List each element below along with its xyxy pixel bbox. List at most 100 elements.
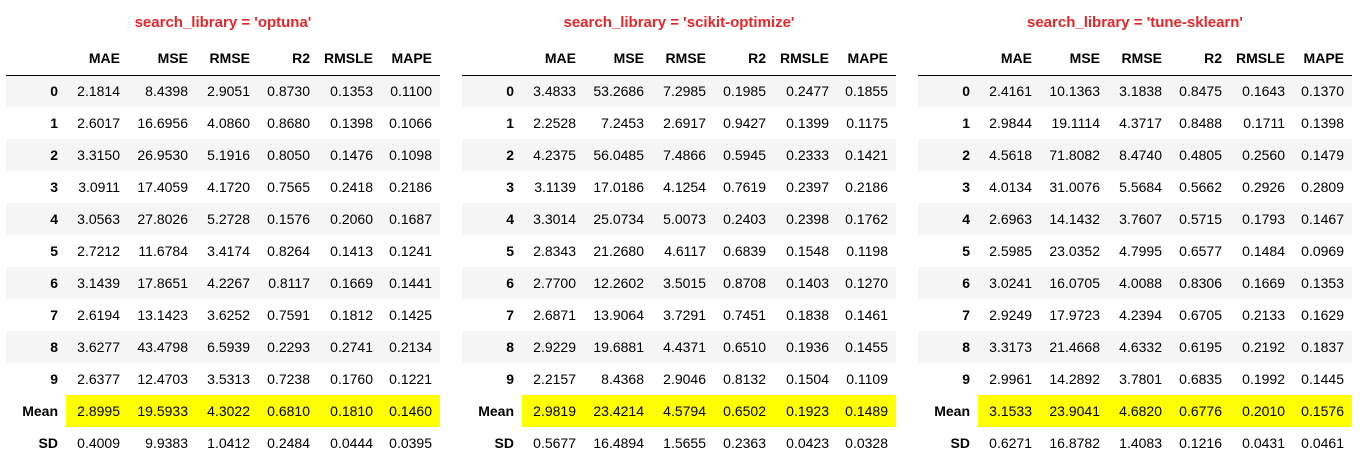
table-cell: 0.1576	[1293, 395, 1352, 427]
table-cell: 0.1461	[845, 307, 888, 323]
table-cell: 3.6277	[77, 339, 120, 355]
table-cell: 3.3173	[989, 339, 1032, 355]
table-cell: 4.6117	[664, 243, 706, 259]
column-header: MAPE	[1293, 42, 1352, 76]
table-cell: 0.2333	[786, 147, 829, 163]
table-cell: 0.1370	[1301, 83, 1344, 100]
table-cell: 0.1353	[330, 83, 373, 100]
table-cell: 5.1916	[207, 147, 250, 163]
table-cell: 3.3150	[77, 147, 120, 163]
column-header: MSE	[584, 42, 652, 76]
table-cell: 0.6835	[1179, 371, 1222, 387]
table-cell: 19.5933	[128, 395, 196, 427]
row-index: 0	[962, 83, 970, 100]
table-cell: 0.1441	[389, 275, 432, 291]
row-index: 9	[50, 371, 58, 387]
table-cell: 0.2293	[267, 339, 310, 355]
table-row: 5 2.7212 11.6784 3.4174 0.8264 0.1413 0.1241	[6, 235, 440, 267]
row-index: 4	[506, 211, 514, 227]
row-index: 8	[962, 339, 970, 355]
table-cell: 4.7995	[1119, 243, 1162, 259]
table-row: 1 2.9844 19.1114 4.3717 0.8488 0.1711 0.1398	[918, 107, 1352, 139]
table-cell: 2.7212	[77, 243, 120, 259]
table-cell: 0.1198	[846, 243, 888, 259]
table-cell: 2.9961	[989, 371, 1032, 387]
row-index: 1	[50, 115, 58, 131]
row-index: 2	[506, 147, 514, 163]
table-cell: 16.8782	[1049, 435, 1100, 451]
table-cell: 3.1838	[1119, 83, 1162, 100]
table-cell: 0.6271	[989, 435, 1032, 451]
table-cell: 2.6194	[77, 307, 120, 323]
table-cell: 0.8050	[267, 147, 310, 163]
table-cell: 0.2477	[786, 83, 829, 100]
table-cell: 0.8132	[723, 371, 766, 387]
table-cell: 6.5939	[207, 339, 250, 355]
table-cell: 0.1175	[846, 115, 888, 131]
table-cell: 0.8264	[267, 243, 310, 259]
column-header: RMSLE	[1230, 42, 1293, 76]
table-row: 1 2.6017 16.6956 4.0860 0.8680 0.1398 0.1066	[6, 107, 440, 139]
table-cell: 0.8708	[723, 275, 766, 291]
table-cell: 0.8306	[1179, 275, 1222, 291]
table-row: 3 4.0134 31.0076 5.5684 0.5662 0.2926 0.2809	[918, 171, 1352, 203]
table-cell: 4.2394	[1119, 307, 1162, 323]
table-cell: 0.1109	[846, 371, 888, 387]
table-cell: 0.5677	[533, 435, 576, 451]
row-index: 6	[506, 275, 514, 291]
table-row: 8 3.3173 21.4668 4.6332 0.6195 0.2192 0.1837	[918, 331, 1352, 363]
table-cell: 0.1762	[845, 211, 888, 227]
row-index: 4	[962, 211, 970, 227]
table-cell: 0.4009	[77, 435, 120, 451]
table-cell: 0.0461	[1301, 435, 1344, 451]
table-row: 0 3.4833 53.2686 7.2985 0.1985 0.2477 0.1855	[462, 75, 896, 107]
table-cell: 0.7619	[723, 179, 766, 195]
table-cell: 0.1413	[330, 243, 373, 259]
table-row: 9 2.2157 8.4368 2.9046 0.8132 0.1504 0.1109	[462, 363, 896, 395]
table-row: 2 3.3150 26.9530 5.1916 0.8050 0.1476 0.1098	[6, 139, 440, 171]
table-cell: 3.5015	[663, 275, 706, 291]
column-header: R2	[714, 42, 774, 76]
table-cell: 19.6881	[593, 339, 644, 355]
table-cell: 2.6963	[989, 211, 1032, 227]
table-cell: 0.0423	[786, 435, 829, 451]
table-cell: 53.2686	[593, 83, 644, 100]
table-cell: 0.1270	[845, 275, 888, 291]
table-cell: 3.4833	[533, 83, 576, 100]
table-cell: 0.1460	[381, 395, 440, 427]
table-cell: 23.9041	[1040, 395, 1108, 427]
table-cell: 0.2403	[723, 211, 766, 227]
table-cell: 0.0328	[845, 435, 888, 451]
table-cell: 16.0705	[1049, 275, 1100, 291]
table-cell: 0.2133	[1242, 307, 1285, 323]
row-index: 9	[506, 371, 514, 387]
table-row: 9 2.9961 14.2892 3.7801 0.6835 0.1992 0.1445	[918, 363, 1352, 395]
table-cell: 0.6577	[1179, 243, 1222, 259]
table-cell: 3.6252	[207, 307, 250, 323]
table-row: 3 3.1139 17.0186 4.1254 0.7619 0.2397 0.2186	[462, 171, 896, 203]
table-row: 1 2.2528 7.2453 2.6917 0.9427 0.1399 0.1175	[462, 107, 896, 139]
table-cell: 3.7801	[1119, 371, 1162, 387]
table-cell: 0.8117	[268, 275, 310, 291]
table-row: 2 4.2375 56.0485 7.4866 0.5945 0.2333 0.1421	[462, 139, 896, 171]
table-cell: 14.1432	[1049, 211, 1100, 227]
table-cell: 1.5655	[663, 435, 706, 451]
column-header: R2	[258, 42, 318, 76]
table-cell: 0.1425	[389, 307, 432, 323]
table-cell: 0.1467	[1301, 211, 1344, 227]
table-cell: 0.7451	[723, 307, 766, 323]
row-index: 3	[962, 179, 970, 195]
table-row: 0 2.4161 10.1363 3.1838 0.8475 0.1643 0.1370	[918, 75, 1352, 107]
table-cell: 2.9844	[989, 115, 1032, 131]
table-row: SD 0.6271 16.8782 1.4083 0.1216 0.0431 0.0461	[918, 427, 1352, 459]
table-row: SD 0.5677 16.4894 1.5655 0.2363 0.0423 0.0328	[462, 427, 896, 459]
table-cell: 0.1489	[837, 395, 896, 427]
table-cell: 2.6017	[77, 115, 120, 131]
column-header: MAE	[522, 42, 584, 76]
table-cell: 4.0860	[207, 115, 250, 131]
table-row: 4 3.3014 25.0734 5.0073 0.2403 0.2398 0.1762	[462, 203, 896, 235]
table-cell: 0.2186	[845, 179, 888, 195]
table-cell: 7.2453	[601, 115, 644, 131]
column-header: R2	[1170, 42, 1230, 76]
table-row: 7 2.6871 13.9064 3.7291 0.7451 0.1838 0.1461	[462, 299, 896, 331]
